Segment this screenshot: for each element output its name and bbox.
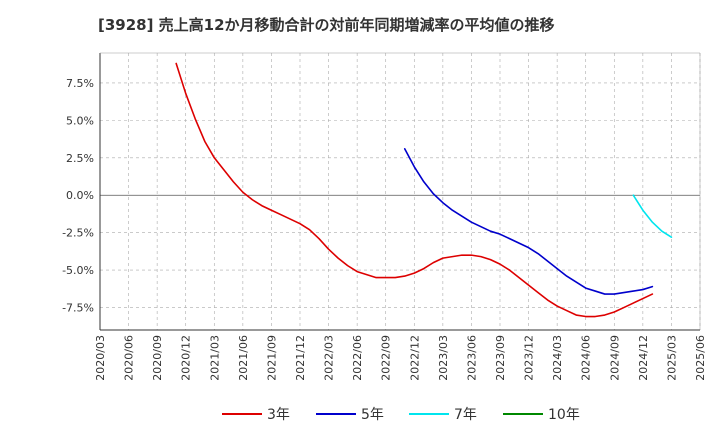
x-tick-label: 2024/12 [637, 335, 650, 381]
series-layer [175, 62, 673, 318]
x-tick-label: 2021/03 [208, 335, 221, 381]
y-tick-label: -5.0% [62, 264, 94, 277]
x-tick-label: 2023/06 [465, 335, 478, 381]
x-tick-label: 2021/09 [265, 335, 278, 381]
x-tick-label: 2021/06 [237, 335, 250, 381]
series-line-2 [403, 148, 654, 295]
x-tick-label: 2021/12 [294, 335, 307, 381]
x-tick-label: 2022/03 [323, 335, 336, 381]
x-tick-label: 2020/06 [123, 335, 136, 381]
legend: 3年 5年 7年 10年 [222, 407, 580, 423]
x-tick-labels: 2020/03 2020/06 2020/09 2020/12 2021/03 2021/… [94, 335, 707, 381]
x-tick-label: 2024/06 [580, 335, 593, 381]
chart-title: [3928] 売上高12か月移動合計の対前年同期増減率の平均値の推移 [98, 16, 555, 34]
x-tick-label: 2022/12 [408, 335, 421, 381]
y-tick-label: 0.0% [66, 189, 94, 202]
legend-label-2: 5年 [361, 407, 384, 423]
x-tick-label: 2022/09 [380, 335, 393, 381]
legend-label-3: 7年 [454, 407, 477, 423]
y-tick-label: 5.0% [66, 114, 94, 127]
x-tick-label: 2024/03 [551, 335, 564, 381]
x-tick-label: 2020/12 [180, 335, 193, 381]
x-tick-label: 2024/09 [608, 335, 621, 381]
legend-label-4: 10年 [548, 407, 580, 423]
series-line-3 [632, 194, 673, 238]
plot-area [100, 53, 700, 330]
x-tick-label: 2023/09 [494, 335, 507, 381]
y-tick-label: -2.5% [62, 227, 94, 240]
series-line-1 [175, 62, 654, 318]
y-tick-label: 2.5% [66, 152, 94, 165]
legend-label-1: 3年 [267, 407, 290, 423]
y-tick-label: 7.5% [66, 77, 94, 90]
x-tick-label: 2022/06 [351, 335, 364, 381]
x-tick-label: 2020/09 [151, 335, 164, 381]
y-tick-labels: 7.5% 5.0% 2.5% 0.0% -2.5% -5.0% -7.5% [62, 77, 94, 315]
axis-layer [99, 52, 701, 331]
x-tick-label: 2020/03 [94, 335, 107, 381]
x-tick-label: 2025/03 [665, 335, 678, 381]
x-tick-label: 2023/12 [523, 335, 536, 381]
x-tick-label: 2023/03 [437, 335, 450, 381]
x-tick-label: 2025/06 [694, 335, 707, 381]
y-tick-label: -7.5% [62, 302, 94, 315]
